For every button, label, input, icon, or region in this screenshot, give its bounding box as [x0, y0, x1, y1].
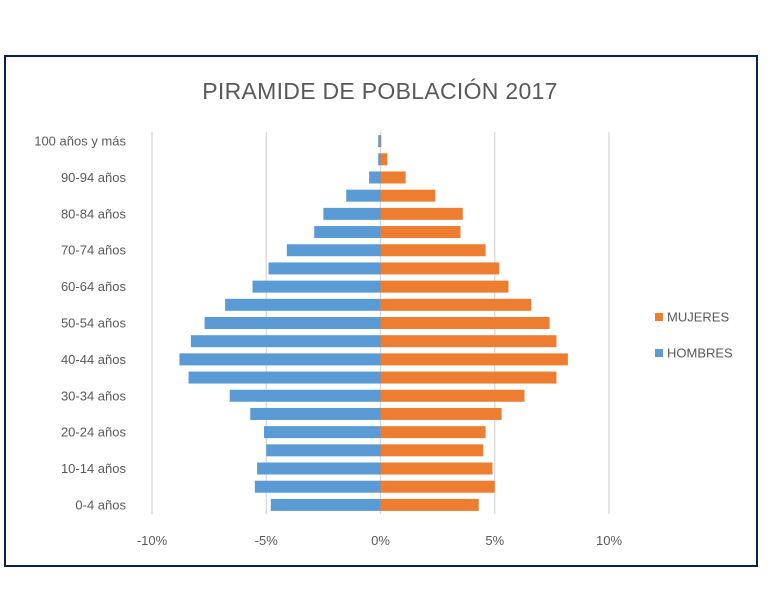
- bar-mujeres-7: [380, 371, 557, 384]
- bar-mujeres-4: [380, 426, 486, 439]
- bar-mujeres-3: [380, 444, 484, 457]
- bar-hombres-9: [190, 335, 381, 348]
- legend-label-hombres: HOMBRES: [667, 346, 733, 361]
- bar-hombres-7: [188, 371, 381, 384]
- bar-mujeres-10: [380, 317, 550, 329]
- x-tick-label: 10%: [596, 533, 622, 548]
- bar-hombres-15: [314, 226, 381, 239]
- x-tick-label: -10%: [137, 533, 168, 548]
- y-tick-label: 30-34 años: [61, 388, 127, 403]
- x-tick-label: 0%: [371, 533, 390, 548]
- bar-hombres-6: [229, 389, 381, 402]
- bar-hombres-13: [268, 262, 381, 275]
- bar-mujeres-9: [380, 335, 557, 348]
- bar-mujeres-14: [380, 244, 486, 257]
- bar-hombres-1: [254, 480, 381, 493]
- y-tick-label: 80-84 años: [61, 206, 127, 221]
- bar-mujeres-15: [380, 226, 461, 239]
- bar-hombres-8: [179, 353, 381, 366]
- bar-hombres-10: [204, 317, 381, 329]
- bar-hombres-0: [270, 498, 381, 511]
- bar-mujeres-17: [380, 189, 436, 202]
- bar-mujeres-19: [380, 153, 388, 166]
- bar-mujeres-20: [380, 135, 382, 148]
- y-tick-label: 10-14 años: [61, 461, 127, 476]
- bar-hombres-11: [225, 298, 381, 311]
- bar-mujeres-12: [380, 280, 509, 293]
- legend-swatch-hombres: [655, 349, 663, 357]
- bar-mujeres-11: [380, 298, 532, 311]
- bar-mujeres-1: [380, 480, 495, 493]
- bar-mujeres-8: [380, 353, 568, 366]
- y-tick-label: 90-94 años: [61, 170, 127, 185]
- y-tick-label: 50-54 años: [61, 316, 127, 331]
- bar-hombres-14: [286, 244, 381, 257]
- bar-hombres-12: [252, 280, 381, 293]
- y-tick-label: 40-44 años: [61, 352, 127, 367]
- legend-label-mujeres: MUJERES: [667, 310, 729, 325]
- bar-hombres-19: [378, 153, 381, 166]
- bar-hombres-18: [369, 171, 381, 184]
- chart-frame: [4, 55, 758, 567]
- y-tick-label: 60-64 años: [61, 279, 127, 294]
- bar-mujeres-0: [380, 498, 479, 511]
- x-tick-label: 5%: [485, 533, 504, 548]
- bar-mujeres-18: [380, 171, 406, 184]
- bar-hombres-2: [257, 462, 381, 475]
- bar-mujeres-6: [380, 389, 525, 402]
- bar-hombres-4: [263, 426, 381, 439]
- bar-hombres-5: [250, 407, 381, 420]
- y-tick-label: 70-74 años: [61, 243, 127, 258]
- bar-hombres-16: [323, 207, 381, 220]
- y-tick-label: 100 años y más: [34, 134, 126, 149]
- bar-mujeres-5: [380, 407, 502, 420]
- y-tick-label: 0-4 años: [75, 497, 126, 512]
- x-tick-label: -5%: [255, 533, 279, 548]
- bar-mujeres-2: [380, 462, 493, 475]
- chart-title: PIRAMIDE DE POBLACIÓN 2017: [202, 78, 557, 104]
- bar-hombres-3: [266, 444, 381, 457]
- bar-hombres-17: [346, 189, 381, 202]
- bar-hombres-20: [378, 135, 381, 148]
- y-tick-label: 20-24 años: [61, 425, 127, 440]
- legend-swatch-mujeres: [655, 313, 663, 321]
- bar-mujeres-16: [380, 207, 463, 220]
- bar-mujeres-13: [380, 262, 500, 275]
